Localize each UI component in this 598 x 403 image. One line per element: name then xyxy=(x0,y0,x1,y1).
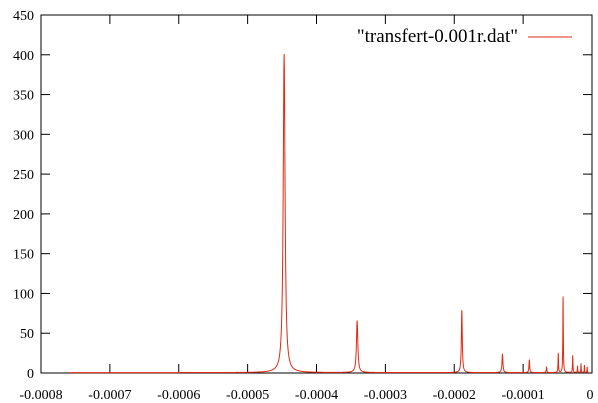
legend: "transfert-0.001r.dat" xyxy=(357,26,572,47)
x-tick-label: -0.0003 xyxy=(364,388,407,403)
y-axis-ticks: 0 50 100 150 200 250 300 350 400 450 xyxy=(13,9,592,382)
y-tick-label: 300 xyxy=(13,128,34,143)
y-tick-label: 50 xyxy=(20,327,34,342)
x-tick-label: -0.0002 xyxy=(433,388,476,403)
y-tick-label: 100 xyxy=(13,287,34,302)
x-tick-label: -0.0006 xyxy=(157,388,200,403)
x-tick-label: -0.0004 xyxy=(295,388,338,403)
y-tick-label: 350 xyxy=(13,89,34,104)
y-tick-label: 150 xyxy=(13,248,34,263)
y-tick-label: 250 xyxy=(13,168,34,183)
x-tick-label: -0.0005 xyxy=(226,388,269,403)
x-tick-label: -0.0001 xyxy=(502,388,545,403)
x-tick-label: -0.0007 xyxy=(88,388,131,403)
y-tick-label: 0 xyxy=(27,367,34,382)
x-tick-label: -0.0008 xyxy=(19,388,62,403)
x-tick-label: 0 xyxy=(587,388,594,403)
y-tick-label: 400 xyxy=(13,49,34,64)
y-tick-label: 450 xyxy=(13,9,34,24)
y-tick-label: 200 xyxy=(13,208,34,223)
plot-frame xyxy=(40,14,593,374)
series-line xyxy=(68,53,590,374)
x-axis-ticks: -0.0008 -0.0007 -0.0006 -0.0005 -0.0004 -0.00… xyxy=(19,15,594,403)
legend-label: "transfert-0.001r.dat" xyxy=(357,26,518,47)
